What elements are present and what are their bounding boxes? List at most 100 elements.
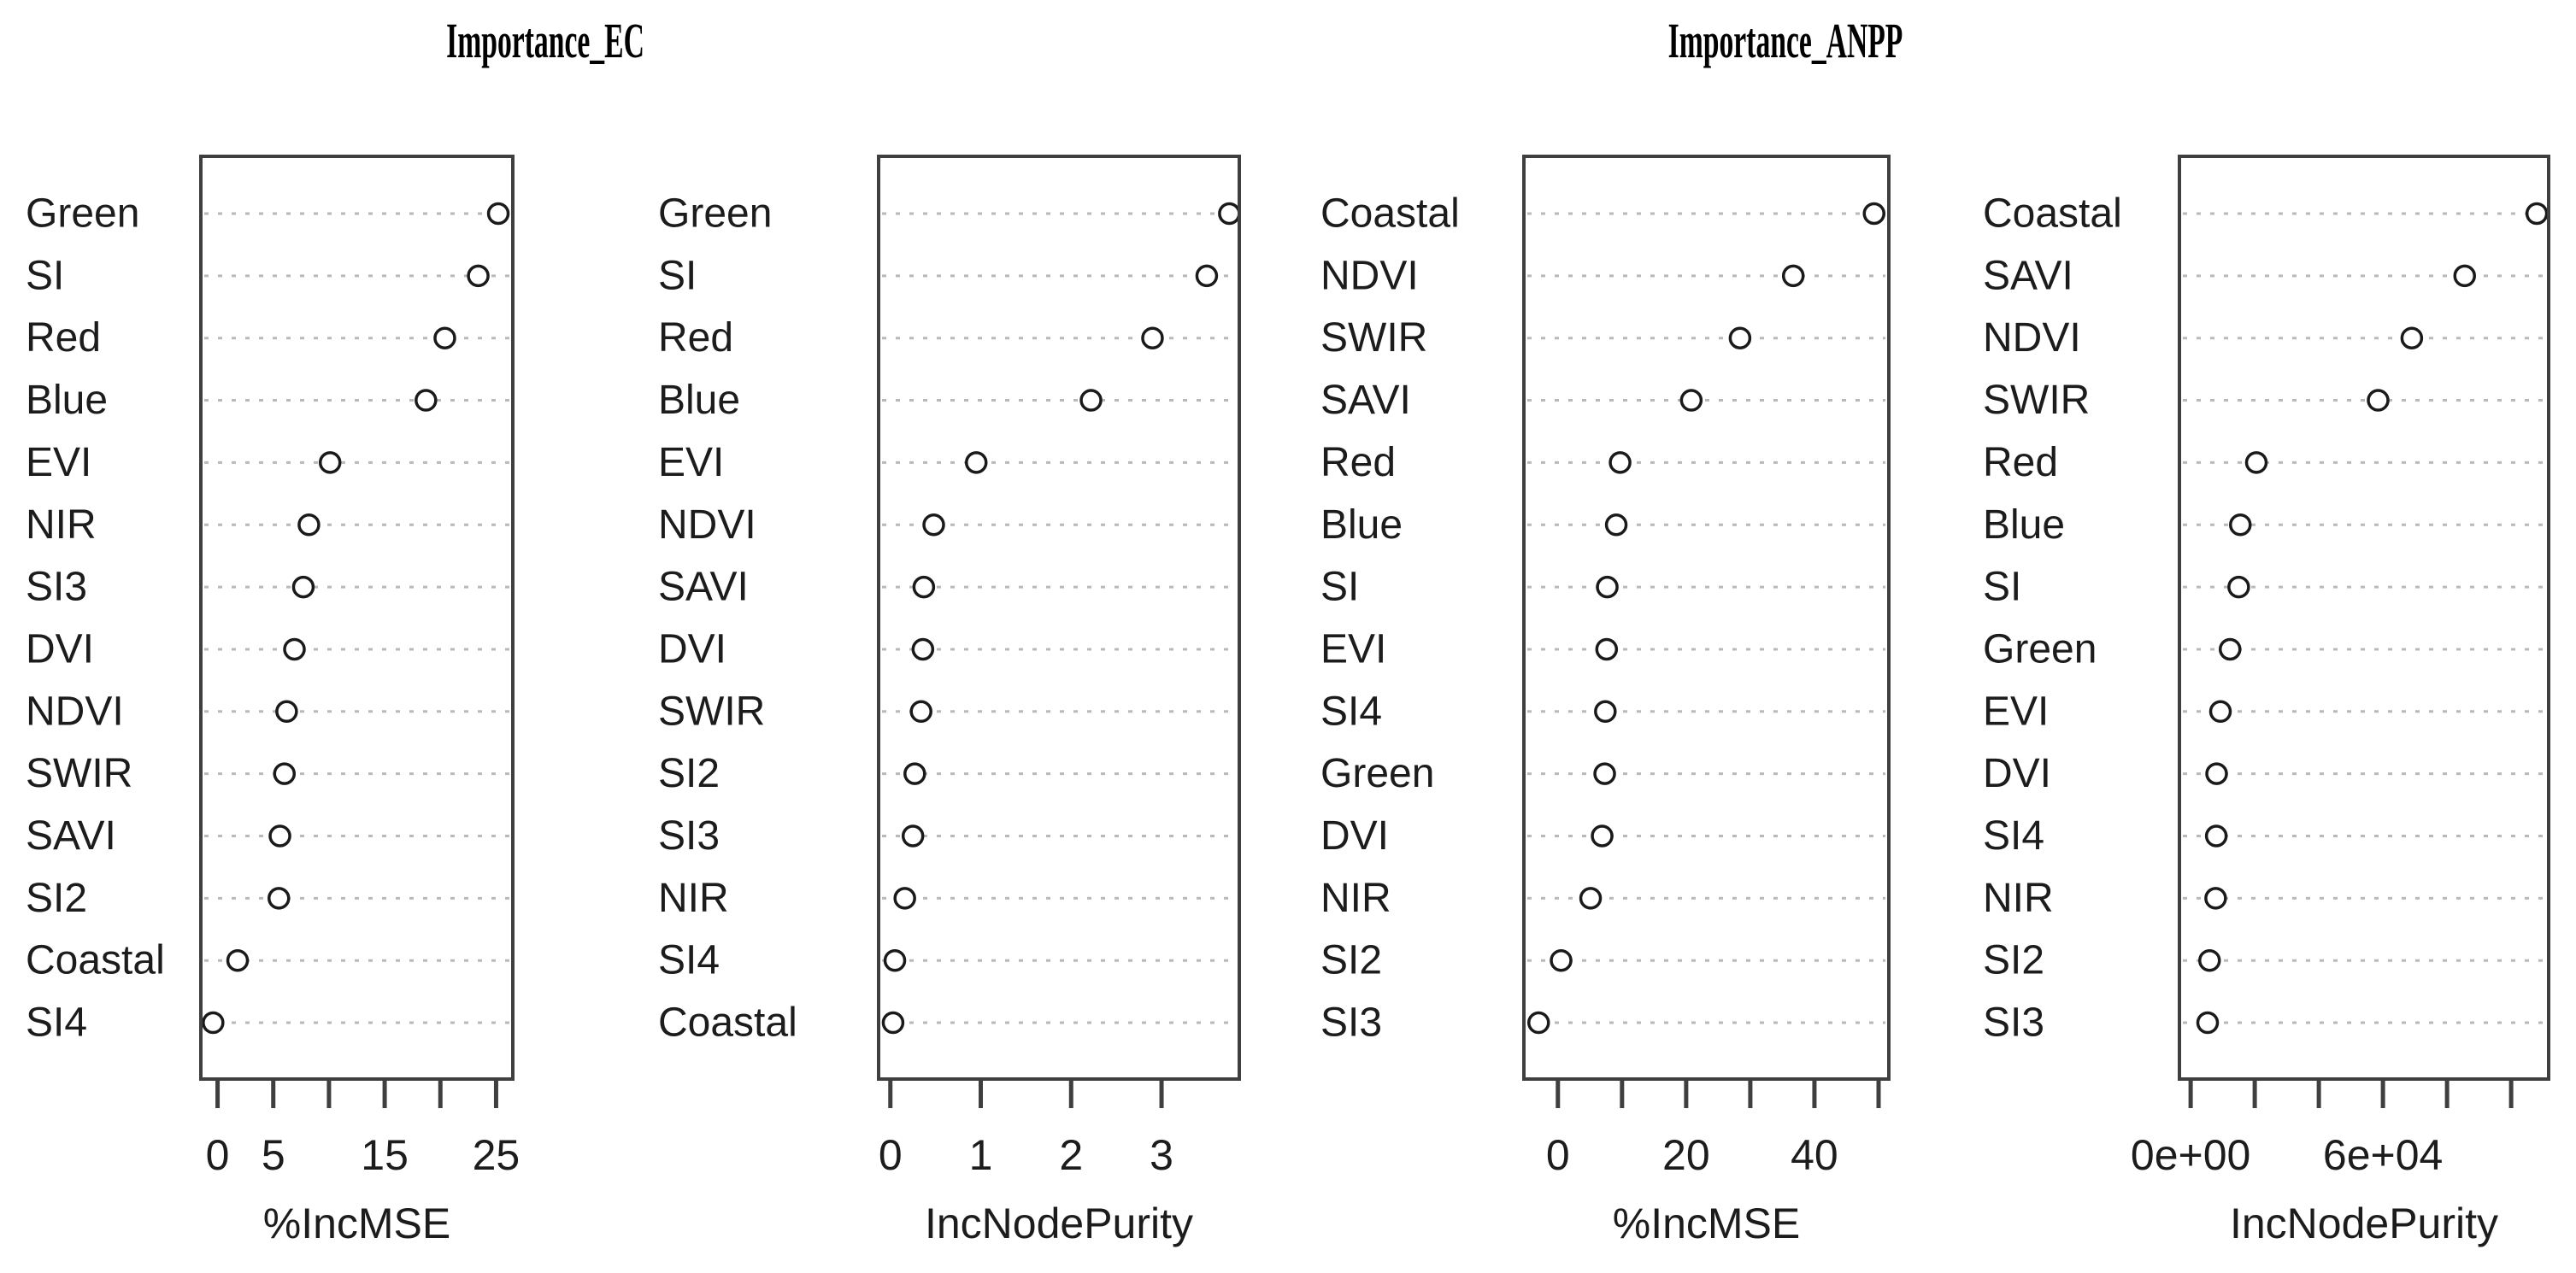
figure-title-ec: Importance_EC <box>374 10 716 72</box>
data-point-green <box>2219 637 2242 661</box>
tick-label: 25 <box>473 1131 520 1179</box>
data-point-green <box>1593 762 1616 785</box>
data-point-evi <box>1595 637 1619 661</box>
figure-title-ec-text: Importance_EC <box>446 13 644 68</box>
row-label-savi: SAVI <box>1320 378 1411 423</box>
row-label-si4: SI4 <box>1983 813 2044 859</box>
data-point-nir <box>2204 887 2227 910</box>
tick-label: 20 <box>1662 1131 1710 1179</box>
row-label-swir: SWIR <box>1320 315 1427 361</box>
panel-ec-incmse: Green SI Red Blue EVI NIR SI3 DVI NDVI SWIR SAVI SI… <box>26 155 520 1247</box>
row-label-si: SI <box>658 253 697 298</box>
data-point-nir <box>297 513 321 537</box>
row-label-swir: SWIR <box>26 751 132 796</box>
data-point-blue <box>415 389 438 412</box>
row-label-swir: SWIR <box>658 689 765 734</box>
row-label-dvi: DVI <box>1983 751 2051 796</box>
row-label-nir: NIR <box>26 502 97 548</box>
figure-title-anpp: Importance_ANPP <box>1583 10 1988 72</box>
data-point-coastal <box>881 1011 905 1035</box>
tick-label: 0 <box>879 1131 903 1179</box>
row-label-ndvi: NDVI <box>26 689 124 734</box>
row-label-ndvi: NDVI <box>1320 253 1419 298</box>
x-axis-label: %IncMSE <box>263 1200 451 1247</box>
row-label-blue: Blue <box>1983 502 2065 548</box>
data-point-si4 <box>202 1011 225 1035</box>
x-axis-label: IncNodePurity <box>2230 1200 2498 1247</box>
row-label-coastal: Coastal <box>658 1000 797 1046</box>
row-label-red: Red <box>1983 440 2058 485</box>
row-label-si2: SI2 <box>1320 938 1382 983</box>
data-point-si <box>467 264 490 288</box>
data-point-coastal <box>1862 202 1885 226</box>
row-label-green: Green <box>1320 751 1434 796</box>
data-point-si2 <box>1550 948 1573 972</box>
data-point-dvi <box>911 637 935 661</box>
data-point-green <box>1218 202 1241 226</box>
panel-anpp-incmse: Coastal NDVI SWIR SAVI Red Blue SI EVI SI4 Green D… <box>1320 155 1891 1247</box>
data-point-nir <box>1579 887 1603 910</box>
row-label-blue: Blue <box>26 378 108 423</box>
row-label-evi: EVI <box>1983 689 2049 734</box>
data-point-dvi <box>283 637 306 661</box>
row-label-si2: SI2 <box>658 751 720 796</box>
row-label-dvi: DVI <box>1320 813 1389 859</box>
data-point-savi <box>2453 264 2476 288</box>
data-point-swir <box>273 762 297 785</box>
row-label-si3: SI3 <box>1320 1000 1382 1046</box>
row-label-green: Green <box>1983 626 2097 672</box>
data-point-red <box>1609 451 1632 474</box>
data-point-si2 <box>903 762 926 785</box>
plot-box <box>877 155 1241 1081</box>
row-label-evi: EVI <box>658 440 724 485</box>
data-point-dvi <box>2205 762 2228 785</box>
row-label-swir: SWIR <box>1983 378 2090 423</box>
data-point-coastal <box>2525 202 2549 226</box>
row-label-evi: EVI <box>26 440 91 485</box>
data-point-si <box>1596 575 1619 599</box>
tick-label: 2 <box>1059 1131 1083 1179</box>
panel-ec-incnodepurity: Green SI Red Blue EVI NDVI SAVI DVI SWIR SI2 SI3 NI… <box>658 155 1241 1247</box>
data-point-si4 <box>883 948 907 972</box>
data-point-si2 <box>2198 948 2221 972</box>
plot-box <box>1522 155 1891 1081</box>
plot-box <box>2178 155 2550 1081</box>
data-point-evi <box>964 451 988 474</box>
data-point-savi <box>912 575 936 599</box>
row-label-si2: SI2 <box>26 876 87 921</box>
row-label-nir: NIR <box>658 876 729 921</box>
row-label-savi: SAVI <box>26 813 116 859</box>
data-point-si <box>2227 575 2250 599</box>
row-label-si4: SI4 <box>1320 689 1382 734</box>
row-label-dvi: DVI <box>658 626 726 672</box>
data-point-si3 <box>901 824 925 848</box>
data-point-blue <box>1604 513 1628 537</box>
data-point-si3 <box>291 575 315 599</box>
row-label-green: Green <box>26 191 139 237</box>
tick-label: 1 <box>969 1131 993 1179</box>
data-point-savi <box>268 824 291 848</box>
data-point-dvi <box>1591 824 1614 848</box>
row-label-si3: SI3 <box>1983 1000 2044 1046</box>
row-label-ndvi: NDVI <box>658 502 756 548</box>
x-axis-label: %IncMSE <box>1613 1200 1801 1247</box>
row-label-ndvi: NDVI <box>1983 315 2081 361</box>
row-label-red: Red <box>658 315 733 361</box>
data-point-blue <box>1079 389 1103 412</box>
row-label-blue: Blue <box>1320 502 1403 548</box>
row-label-si: SI <box>1983 565 2021 610</box>
tick-label: 6e+04 <box>2323 1131 2443 1179</box>
data-point-si4 <box>1594 700 1617 724</box>
data-point-si4 <box>2204 824 2228 848</box>
row-label-si2: SI2 <box>1983 938 2044 983</box>
row-label-savi: SAVI <box>658 565 749 610</box>
row-label-si: SI <box>1320 565 1359 610</box>
data-point-coastal <box>226 948 250 972</box>
row-label-savi: SAVI <box>1983 253 2073 298</box>
data-point-si <box>1195 264 1219 288</box>
tick-label: 0 <box>1546 1131 1570 1179</box>
row-label-red: Red <box>1320 440 1396 485</box>
data-point-ndvi <box>275 700 298 724</box>
row-label-si4: SI4 <box>26 1000 87 1046</box>
row-label-evi: EVI <box>1320 626 1386 672</box>
